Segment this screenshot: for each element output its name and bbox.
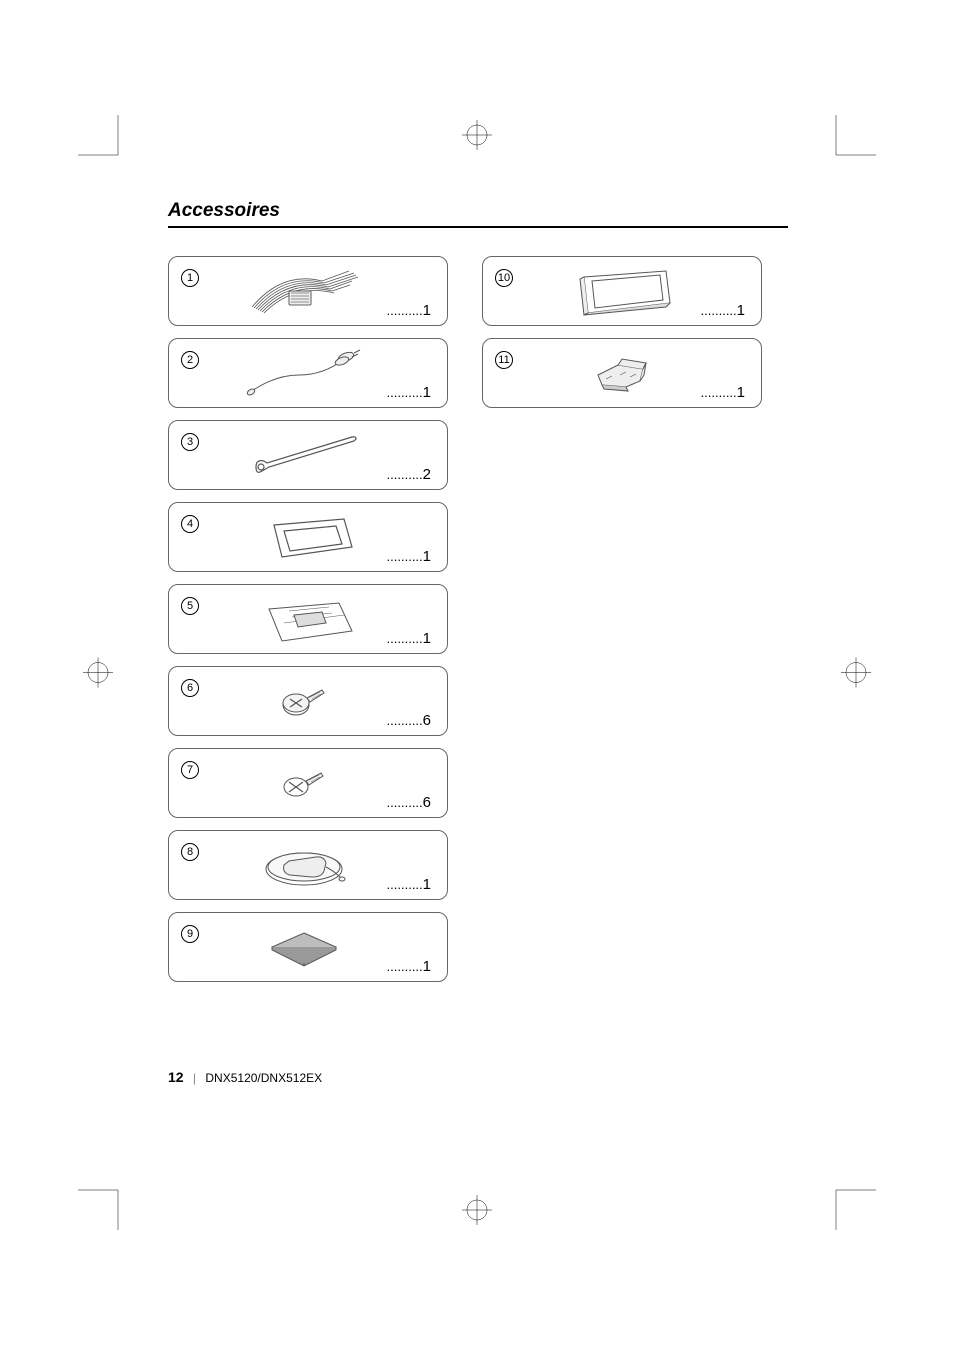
item-number: 8 (181, 843, 199, 861)
item-number: 5 (181, 597, 199, 615)
mounting-sleeve-icon (229, 589, 379, 651)
accessory-box-4: 4 ..........1 (168, 502, 448, 572)
accessory-box-10: 10 ..........1 (482, 256, 762, 326)
item-number: 9 (181, 925, 199, 943)
item-number: 6 (181, 679, 199, 697)
crop-mark-tl (78, 115, 128, 170)
trim-plate-icon (229, 507, 379, 569)
reg-mark-right (836, 653, 876, 698)
quantity: ..........1 (387, 630, 431, 647)
item-number: 3 (181, 433, 199, 451)
quantity: ..........6 (387, 712, 431, 729)
reg-mark-left (78, 653, 118, 698)
removal-key-icon (229, 425, 379, 487)
quantity: ..........1 (701, 302, 745, 319)
reg-mark-bottom (457, 1190, 497, 1235)
model-label: DNX5120/DNX512EX (205, 1071, 322, 1085)
left-column: 1 (168, 256, 448, 994)
footer-separator: | (193, 1071, 196, 1085)
screw-round-icon (229, 671, 379, 733)
item-number: 11 (495, 351, 513, 369)
screw-flat-icon (229, 753, 379, 815)
section-title: Accessoires (168, 200, 280, 221)
accessory-box-8: 8 ..........1 (168, 830, 448, 900)
item-number: 10 (495, 269, 513, 287)
reg-mark-top (457, 115, 497, 160)
quantity: ..........1 (387, 384, 431, 401)
accessory-box-9: 9 ..........1 (168, 912, 448, 982)
item-number: 7 (181, 761, 199, 779)
quantity: ..........1 (387, 876, 431, 893)
rca-cable-icon (229, 343, 379, 405)
page-footer: 12 | DNX5120/DNX512EX (168, 1069, 322, 1085)
quantity: ..........2 (387, 466, 431, 483)
quantity: ..........1 (387, 302, 431, 319)
accessory-box-6: 6 ..........6 (168, 666, 448, 736)
crop-mark-bl (78, 1180, 128, 1235)
page-content: Accessoires 1 (168, 200, 788, 994)
right-column: 10 ..........1 11 (482, 256, 762, 994)
crop-mark-tr (826, 115, 876, 170)
accessory-box-1: 1 (168, 256, 448, 326)
page-number: 12 (168, 1069, 184, 1085)
quantity: ..........6 (387, 794, 431, 811)
item-number: 2 (181, 351, 199, 369)
quantity: ..........1 (701, 384, 745, 401)
escutcheon-icon (543, 261, 693, 323)
accessory-box-3: 3 ..........2 (168, 420, 448, 490)
bracket-icon (543, 343, 693, 405)
mounting-pad-icon (229, 917, 379, 979)
quantity: ..........1 (387, 958, 431, 975)
accessory-box-7: 7 ..........6 (168, 748, 448, 818)
accessory-box-11: 11 ..........1 (482, 338, 762, 408)
wiring-harness-icon (229, 261, 379, 323)
crop-mark-br (826, 1180, 876, 1235)
accessory-box-5: 5 ..........1 (168, 584, 448, 654)
item-number: 4 (181, 515, 199, 533)
title-row: Accessoires (168, 200, 788, 228)
item-number: 1 (181, 269, 199, 287)
gps-antenna-icon (229, 835, 379, 897)
quantity: ..........1 (387, 548, 431, 565)
accessory-box-2: 2 ..........1 (168, 338, 448, 408)
